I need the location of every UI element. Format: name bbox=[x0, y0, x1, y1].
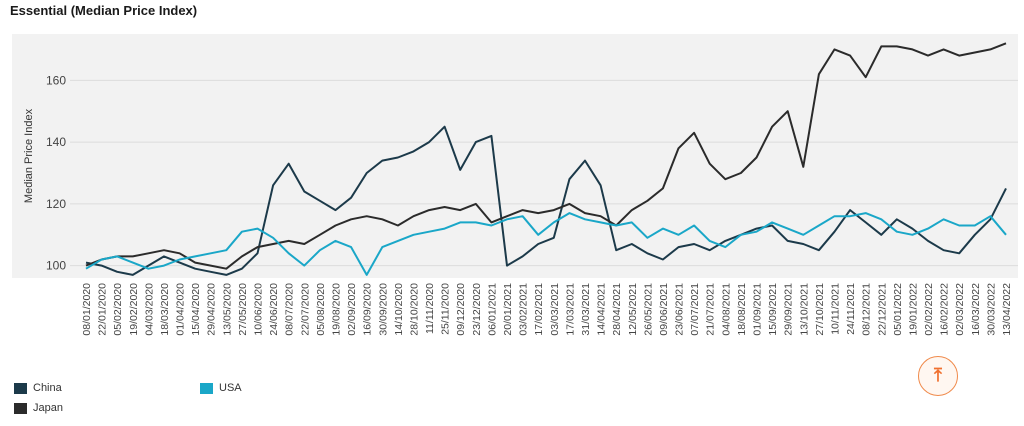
x-tick-label: 19/08/2020 bbox=[330, 283, 342, 336]
y-tick-label: 120 bbox=[46, 197, 66, 211]
x-tick-label: 08/01/2020 bbox=[81, 283, 93, 336]
y-tick-label: 140 bbox=[46, 135, 66, 149]
x-tick-label: 04/03/2020 bbox=[143, 283, 155, 336]
x-tick-label: 09/12/2020 bbox=[455, 283, 467, 336]
x-tick-label: 30/03/2022 bbox=[985, 283, 997, 336]
y-tick-label: 160 bbox=[46, 73, 66, 87]
series-line-china bbox=[85, 125, 1007, 276]
x-tick-label: 23/12/2020 bbox=[471, 283, 483, 336]
arrow-up-to-line-icon: ⤒ bbox=[934, 365, 942, 386]
legend-swatch-usa bbox=[200, 382, 213, 394]
x-tick-label: 13/10/2021 bbox=[798, 283, 810, 336]
x-tick-label: 23/06/2021 bbox=[674, 283, 686, 336]
x-tick-label: 27/05/2020 bbox=[237, 283, 249, 336]
x-tick-label: 05/08/2020 bbox=[315, 283, 327, 336]
series-lines bbox=[85, 42, 1007, 276]
x-tick-label: 01/09/2021 bbox=[752, 283, 764, 336]
x-tick-label: 12/05/2021 bbox=[627, 283, 639, 336]
series-line-usa bbox=[85, 212, 1007, 276]
x-tick-label: 22/12/2021 bbox=[876, 283, 888, 336]
x-tick-label: 17/02/2021 bbox=[533, 283, 545, 336]
series-line-japan bbox=[85, 42, 1007, 270]
y-tick-label: 100 bbox=[46, 259, 66, 273]
x-tick-label: 18/03/2020 bbox=[159, 283, 171, 336]
x-tick-label: 29/09/2021 bbox=[783, 283, 795, 336]
x-tick-label: 03/03/2021 bbox=[549, 283, 561, 336]
x-tick-label: 03/02/2021 bbox=[518, 283, 530, 336]
x-tick-label: 02/02/2022 bbox=[923, 283, 935, 336]
x-tick-label: 25/11/2020 bbox=[440, 283, 452, 335]
x-tick-label: 13/05/2020 bbox=[221, 283, 233, 336]
x-tick-label: 05/01/2022 bbox=[892, 283, 904, 336]
page-title: Essential (Median Price Index) bbox=[10, 3, 198, 18]
x-tick-label: 31/03/2021 bbox=[580, 283, 592, 336]
y-axis-label: Median Price Index bbox=[23, 108, 35, 203]
x-tick-label: 06/01/2021 bbox=[486, 283, 498, 336]
scroll-to-top-button[interactable]: ⤒ bbox=[918, 356, 958, 396]
x-tick-label: 14/10/2020 bbox=[393, 283, 405, 336]
x-tick-label: 24/11/2021 bbox=[845, 283, 857, 335]
x-tick-label: 13/04/2022 bbox=[1001, 283, 1013, 336]
x-tick-label: 11/11/2020 bbox=[424, 283, 436, 334]
x-tick-label: 02/03/2022 bbox=[954, 283, 966, 336]
x-tick-label: 19/02/2020 bbox=[128, 283, 140, 336]
x-tick-label: 29/04/2020 bbox=[206, 283, 218, 336]
x-tick-label: 16/09/2020 bbox=[362, 283, 374, 336]
x-tick-label: 04/08/2021 bbox=[720, 283, 732, 336]
x-tick-label: 19/01/2022 bbox=[907, 283, 919, 336]
x-tick-label: 28/10/2020 bbox=[408, 283, 420, 336]
x-tick-label: 05/02/2020 bbox=[112, 283, 124, 336]
x-tick-label: 20/01/2021 bbox=[502, 283, 514, 336]
legend-item-china[interactable]: China bbox=[14, 382, 62, 394]
x-tick-label: 22/07/2020 bbox=[299, 283, 311, 336]
legend-label-china: China bbox=[33, 382, 62, 394]
x-tick-label: 15/04/2020 bbox=[190, 283, 202, 336]
x-tick-label: 09/06/2021 bbox=[658, 283, 670, 336]
legend-label-usa: USA bbox=[219, 382, 242, 394]
legend-label-japan: Japan bbox=[33, 402, 63, 414]
x-tick-label: 22/01/2020 bbox=[97, 283, 109, 336]
x-tick-label: 10/11/2021 bbox=[829, 283, 841, 335]
x-tick-label: 01/04/2020 bbox=[175, 283, 187, 336]
plot-area bbox=[12, 34, 1018, 278]
x-tick-label: 30/09/2020 bbox=[377, 283, 389, 336]
x-tick-label: 18/08/2021 bbox=[736, 283, 748, 336]
y-axis-ticks: 100 120 140 160 bbox=[46, 73, 66, 272]
legend-swatch-china bbox=[14, 382, 27, 394]
x-tick-label: 16/03/2022 bbox=[970, 283, 982, 336]
gridlines bbox=[70, 79, 1018, 267]
x-tick-label: 16/02/2022 bbox=[939, 283, 951, 336]
legend-item-japan[interactable]: Japan bbox=[14, 402, 63, 414]
x-tick-label: 15/09/2021 bbox=[767, 283, 779, 336]
x-tick-label: 14/04/2021 bbox=[596, 283, 608, 336]
x-tick-label: 02/09/2020 bbox=[346, 283, 358, 336]
x-tick-label: 08/07/2020 bbox=[284, 283, 296, 336]
x-tick-label: 07/07/2021 bbox=[689, 283, 701, 336]
x-tick-label: 24/06/2020 bbox=[268, 283, 280, 336]
x-tick-label: 17/03/2021 bbox=[564, 283, 576, 336]
x-tick-label: 21/07/2021 bbox=[705, 283, 717, 336]
x-tick-label: 26/05/2021 bbox=[642, 283, 654, 336]
x-axis-ticks: 08/01/2020 22/01/2020 05/02/2020 19/02/2020… bbox=[81, 283, 1013, 336]
x-tick-label: 08/12/2021 bbox=[861, 283, 873, 336]
x-tick-label: 27/10/2021 bbox=[814, 283, 826, 336]
legend-item-usa[interactable]: USA bbox=[200, 382, 242, 394]
x-tick-label: 28/04/2021 bbox=[611, 283, 623, 336]
x-tick-label: 10/06/2020 bbox=[253, 283, 265, 336]
legend-swatch-japan bbox=[14, 402, 27, 414]
